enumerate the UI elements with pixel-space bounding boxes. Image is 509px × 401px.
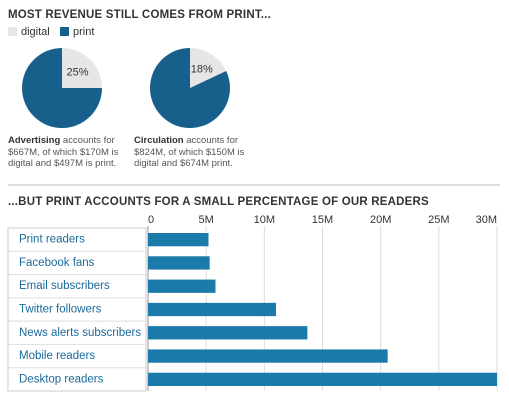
bar [148, 326, 308, 340]
category-label: Twitter followers [19, 304, 102, 316]
category-label: Print readers [19, 234, 85, 246]
caption-text: accounts for $824M, of which $150M is di… [134, 135, 245, 169]
caption-text: accounts for $667M, of which $170M is di… [8, 135, 119, 169]
bar [148, 372, 497, 386]
legend-swatch [8, 27, 17, 36]
label-panel [7, 227, 147, 392]
bar [148, 279, 216, 293]
bar-title: ...BUT PRINT ACCOUNTS FOR A SMALL PERCEN… [8, 196, 429, 208]
bar [148, 302, 276, 317]
bar [148, 256, 210, 270]
pie-slice [190, 48, 227, 88]
caption: Circulation accounts for $824M, of which… [134, 135, 252, 170]
x-tick-label: 10M [254, 214, 275, 226]
pie-label: 18% [191, 63, 213, 75]
title: MOST REVENUE STILL COMES FROM PRINT... [8, 9, 271, 21]
caption: Advertising accounts for $667M, of which… [8, 135, 126, 170]
category-label: Facebook fans [19, 257, 95, 269]
bar [148, 349, 388, 363]
pie-slice [150, 48, 230, 129]
x-tick-label: 15M [312, 214, 333, 226]
caption-bold: Advertising [8, 135, 61, 146]
legend-label: print [73, 26, 94, 38]
x-tick-label: 30M [476, 214, 497, 226]
pie-slice [22, 48, 102, 128]
x-tick-label: 0 [148, 214, 154, 226]
x-tick-label: 5M [199, 214, 214, 226]
category-label: Mobile readers [19, 350, 95, 362]
bar [148, 233, 209, 247]
legend-label: digital [21, 26, 50, 38]
x-tick-label: 25M [428, 214, 449, 226]
pie-label: 25% [67, 66, 89, 78]
caption-bold: Circulation [134, 135, 184, 146]
pie-slice [62, 48, 102, 88]
x-tick-label: 20M [370, 214, 391, 226]
category-label: News alerts subscribers [19, 327, 141, 339]
category-label: Email subscribers [19, 280, 110, 292]
category-label: Desktop readers [19, 373, 104, 385]
legend-swatch [60, 27, 69, 36]
